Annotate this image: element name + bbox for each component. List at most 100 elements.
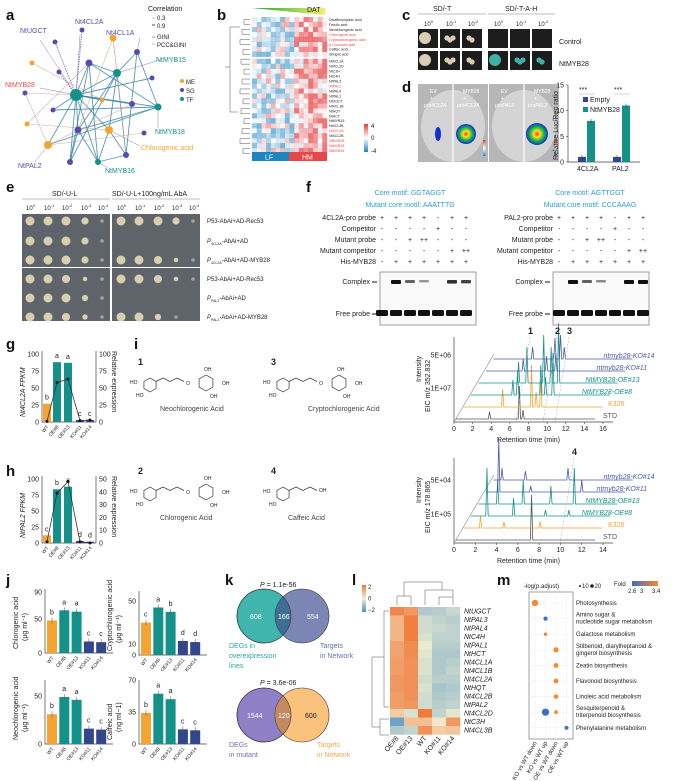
enrichment-dot [553,694,559,699]
heatmap-cell [308,58,314,64]
emsa-row-label: 4CL2A-pro probe [322,215,376,222]
heatmap-cell [270,78,276,84]
atom-ho: HO [263,380,271,386]
heatmap-cell [294,103,300,109]
bar [64,362,72,422]
trace-label: STD [603,413,617,420]
network-node [70,89,82,101]
row-label: NtMYB18 [329,144,344,148]
bond-chain [155,486,185,491]
emsa-condition: - [628,237,631,244]
heatmap-cell [275,113,280,118]
heatmap-cell [317,93,323,99]
y-tick-label: 5E+06 [431,353,452,360]
plate-cell [532,29,552,48]
benzene-ring [276,486,290,502]
row-label: Nt4CL2A [329,129,344,133]
y2-tick-label: 20 [99,515,107,522]
row-control: Control [559,39,582,46]
venn2-right-count: 600 [305,713,317,720]
x-tick-label: KO#14 [90,746,105,762]
emsa-condition: - [614,248,617,255]
y2-axis-label: Relative expression [110,476,117,537]
panel-label-c: c [402,7,410,24]
heatmap-cell [308,93,314,99]
heatmap-cell [294,21,300,28]
chromatogram-trace [463,515,603,529]
peak-guide [554,336,570,423]
heatmap-cell [317,58,323,64]
group-hm: HM [302,155,313,162]
heatmap-cell [266,118,271,124]
heatmap-cell [322,41,328,47]
nt4cl2a-expression-chart: 0 25 50 75 100 0 25 50 75 100 Nt4CL2A FPKM Relative… [20,351,117,440]
heatmap-cell [261,128,267,134]
x-tick-label: OE#13 [57,424,72,440]
heatmap-cell [303,93,309,99]
dilution-labels: 100 10-1 10-2 10-3 10-4 100 10-1 10-2 10-3 10-4 [26,203,200,212]
heatmap-cell [252,17,257,23]
heatmap-cell [261,118,267,124]
emsa-condition: + [450,259,454,266]
heatmap-cell [312,108,318,114]
row-ntmyb28: NtMYB28 [559,61,589,68]
heatmap-cell [390,709,405,718]
heatmap-cell [275,93,281,99]
emsa-condition: - [409,248,412,255]
emsa-condition: + [394,215,398,222]
heatmap-cell [404,726,419,735]
heatmap-cell [446,683,461,693]
heatmap-cell [308,26,314,33]
expression-point [88,541,92,545]
y-tick-label: 1E+07 [431,386,452,393]
leaf-label: proPAL2 [527,103,547,109]
yeast-spot [191,258,195,262]
heatmap-cell [270,123,276,129]
heatmap-cell [284,41,290,47]
y-tick-label: 75 [31,369,39,376]
heatmap-cell [289,31,295,38]
complex-band [419,280,429,283]
dilution-label: 10-2 [468,19,479,28]
heatmap-cell [303,73,309,79]
scale-mid: 0 [371,136,375,142]
heatmap-cell [312,123,318,129]
cyclohexane-ring [331,374,347,392]
emsa-condition: + [599,259,603,266]
benzene-ring [143,377,157,393]
venn2-overlap-count: 120 [278,713,290,720]
bar [64,486,72,543]
luminescence-scale [554,140,557,156]
dilution-label: 10-1 [135,203,146,212]
emsa-condition: ++ [597,237,605,244]
fold-color-bar [632,581,658,586]
heatmap-cell [270,98,276,104]
heatmap-cell [275,46,281,52]
bar [47,714,57,744]
y-axis-label: Cryptochlorogenic acid [107,580,114,651]
dat-gradient-triangle [252,8,325,15]
y2-tick-label: 25 [99,403,107,410]
yeast-spot [134,216,144,226]
heatmap-cell [294,68,300,74]
heatmap-cell [289,93,295,99]
network-edge [69,62,90,163]
heatmap-cell [252,26,257,33]
y-axis-label: Relative Luc/Ren ratio [553,91,560,160]
emsa-condition: + [408,259,412,266]
row-label: Nt4CL1B [329,104,344,108]
heatmap-cell [432,658,447,667]
heatmap-cell [317,98,323,104]
dendrogram-branch [243,19,250,25]
medium-sd-ul-aba: SD/-U-L+100ng/mL AbA [112,191,187,198]
bar [177,729,188,744]
heatmap-cell [294,63,300,69]
heatmap-cell [256,148,262,154]
row-label: NtPAL1 [464,643,488,650]
venn1-left-label-3: lines [229,663,244,670]
expression-point [45,540,49,544]
significance-letter: a [75,601,79,608]
complex-label: Complex [515,279,543,286]
leaf-label: EV [430,89,437,95]
